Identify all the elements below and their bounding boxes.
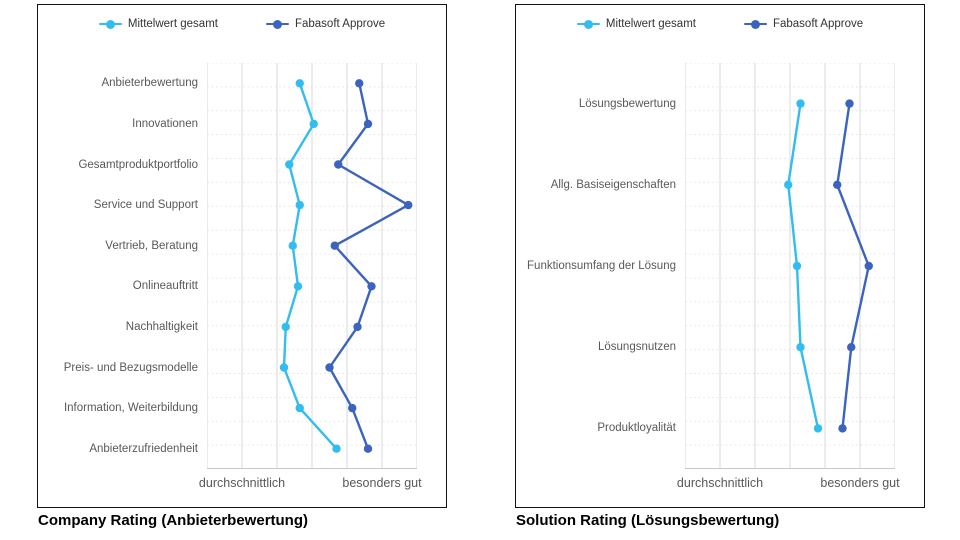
solution-rating-chart: Mittelwert gesamt Fabasoft Approve Lösun…: [515, 0, 927, 540]
line-dot-marker-icon: [265, 19, 289, 29]
legend-item-mittelwert-gesamt: Mittelwert gesamt: [576, 18, 696, 30]
category-label: Anbieterzufriedenheit: [89, 442, 198, 455]
chart-legend: Mittelwert gesamt Fabasoft Approve: [38, 18, 446, 30]
category-label: Lösungsbewertung: [578, 97, 676, 110]
category-label: Information, Weiterbildung: [63, 402, 198, 415]
legend-item-mittelwert-gesamt: Mittelwert gesamt: [98, 18, 218, 30]
chart-panel: Mittelwert gesamt Fabasoft Approve Anbie…: [37, 4, 447, 508]
x-axis-tick-durchschnittlich: durchschnittlich: [198, 476, 286, 490]
category-label: Anbieterbewertung: [101, 77, 198, 90]
line-dot-marker-icon: [98, 19, 122, 29]
legend-label: Fabasoft Approve: [294, 18, 386, 30]
chart-legend: Mittelwert gesamt Fabasoft Approve: [516, 18, 924, 30]
legend-item-fabasoft-approve: Fabasoft Approve: [743, 18, 864, 30]
category-label: Lösungsnutzen: [597, 341, 676, 354]
company-rating-chart: Mittelwert gesamt Fabasoft Approve Anbie…: [37, 0, 449, 540]
chart-title: Company Rating (Anbieterbewertung): [38, 512, 309, 529]
category-label: Onlineauftritt: [132, 280, 198, 293]
category-label: Allg. Basiseigenschaften: [550, 178, 676, 191]
category-axis: Anbieterbewertung Innovationen Gesamtprodu…: [38, 63, 198, 469]
x-axis-tick-besonders-gut: besonders gut: [820, 476, 900, 490]
category-label: Produktloyalität: [597, 422, 676, 435]
category-label: Funktionsumfang der Lösung: [527, 260, 676, 272]
chart-panel: Mittelwert gesamt Fabasoft Approve Lösun…: [515, 4, 925, 508]
category-label: Innovationen: [132, 117, 198, 130]
line-dot-marker-icon: [576, 19, 600, 29]
legend-label: Mittelwert gesamt: [605, 18, 696, 30]
category-label: Vertrieb, Beratung: [105, 239, 198, 252]
legend-label: Fabasoft Approve: [772, 18, 864, 30]
x-axis-tick-durchschnittlich: durchschnittlich: [676, 476, 764, 490]
chart-canvas: [684, 62, 896, 469]
category-axis: Lösungsbewertung Allg. Basiseigenschaften…: [516, 63, 676, 469]
category-label: Gesamtproduktportfolio: [78, 158, 198, 171]
plot-area: [206, 62, 418, 469]
legend-item-fabasoft-approve: Fabasoft Approve: [265, 18, 386, 30]
category-label: Nachhaltigkeit: [125, 320, 198, 333]
plot-area: [684, 62, 896, 469]
category-label: Preis- und Bezugsmodelle: [63, 361, 198, 374]
legend-label: Mittelwert gesamt: [127, 18, 218, 30]
x-axis-tick-besonders-gut: besonders gut: [342, 476, 422, 490]
chart-title: Solution Rating (Lösungsbewertung): [516, 512, 780, 529]
chart-canvas: [206, 62, 418, 469]
line-dot-marker-icon: [743, 19, 767, 29]
category-label: Service und Support: [93, 199, 198, 212]
